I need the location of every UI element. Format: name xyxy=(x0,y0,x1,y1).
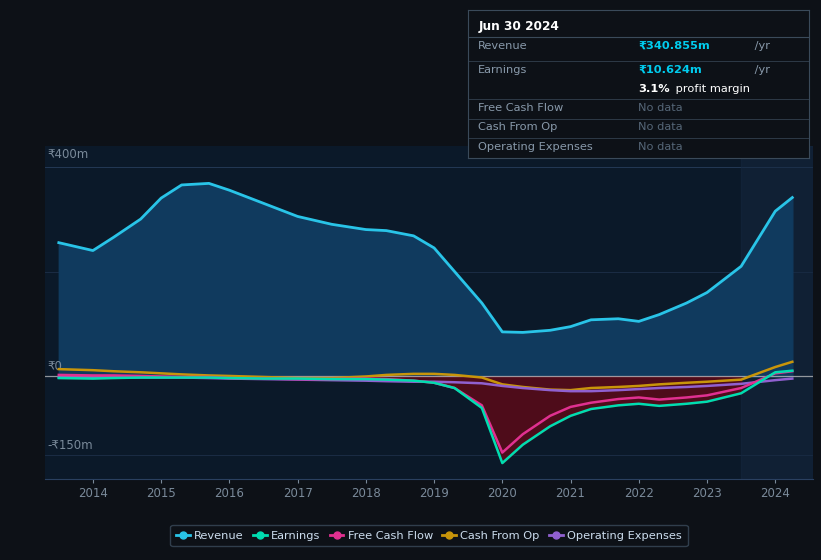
Text: /yr: /yr xyxy=(750,65,770,75)
Text: Revenue: Revenue xyxy=(478,41,528,51)
Text: Operating Expenses: Operating Expenses xyxy=(478,142,593,152)
Text: -₹150m: -₹150m xyxy=(47,438,93,451)
Text: ₹10.624m: ₹10.624m xyxy=(639,65,702,75)
Text: ₹0: ₹0 xyxy=(47,360,62,374)
Text: ₹400m: ₹400m xyxy=(47,148,89,161)
Text: No data: No data xyxy=(639,103,683,113)
Text: No data: No data xyxy=(639,122,683,132)
Text: profit margin: profit margin xyxy=(672,85,750,95)
Text: 3.1%: 3.1% xyxy=(639,85,670,95)
Text: Cash From Op: Cash From Op xyxy=(478,122,557,132)
Text: Free Cash Flow: Free Cash Flow xyxy=(478,103,563,113)
Bar xyxy=(741,146,813,479)
Text: No data: No data xyxy=(639,142,683,152)
Text: Earnings: Earnings xyxy=(478,65,528,75)
Legend: Revenue, Earnings, Free Cash Flow, Cash From Op, Operating Expenses: Revenue, Earnings, Free Cash Flow, Cash … xyxy=(170,525,688,547)
Text: Jun 30 2024: Jun 30 2024 xyxy=(478,20,559,33)
Text: /yr: /yr xyxy=(750,41,770,51)
Text: ₹340.855m: ₹340.855m xyxy=(639,41,710,51)
